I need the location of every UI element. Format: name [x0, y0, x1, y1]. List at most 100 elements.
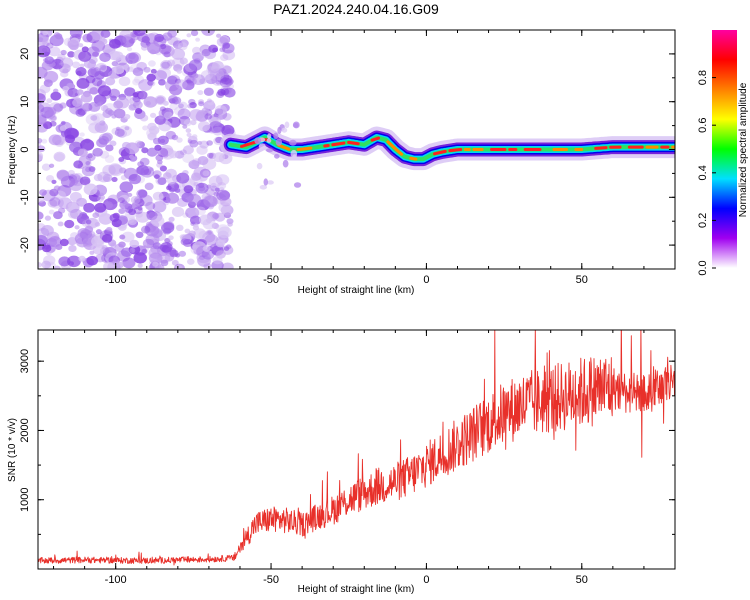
noise-speckle: [189, 102, 197, 109]
ridge-core-segment: [594, 146, 608, 150]
noise-speckle: [84, 225, 94, 233]
noise-speckle: [38, 145, 46, 153]
noise-speckle: [163, 221, 175, 231]
noise-speckle: [111, 61, 118, 67]
noise-speckle: [60, 49, 67, 56]
noise-speckle: [157, 177, 167, 185]
noise-speckle: [185, 128, 192, 133]
noise-speckle: [110, 95, 117, 102]
noise-speckle: [78, 43, 84, 48]
noise-speckle: [64, 127, 79, 140]
noise-speckle: [60, 57, 74, 69]
noise-speckle: [119, 181, 134, 193]
noise-speckle: [134, 75, 145, 84]
noise-speckle: [78, 50, 92, 62]
noise-speckle: [150, 68, 157, 74]
noise-speckle: [42, 244, 52, 253]
colorbar-tick-label: 0.4: [697, 165, 709, 180]
noise-speckle: [99, 64, 107, 71]
noise-speckle: [146, 73, 156, 82]
noise-speckle: [217, 182, 227, 190]
noise-speckle: [218, 68, 227, 75]
noise-speckle: [183, 119, 192, 127]
ridge-core-segment: [323, 143, 330, 148]
noise-speckle: [76, 89, 84, 95]
noise-speckle: [152, 242, 162, 250]
noise-speckle: [85, 219, 92, 225]
noise-speckle: [128, 244, 141, 255]
noise-speckle: [176, 69, 182, 74]
noise-speckle: [160, 259, 169, 267]
noise-speckle: [122, 34, 135, 45]
noise-speckle: [129, 247, 136, 253]
noise-speckle: [74, 225, 80, 230]
noise-speckle: [154, 115, 166, 125]
stray-blob: [256, 162, 263, 170]
noise-speckle: [86, 255, 99, 266]
y-tick-label: -10: [19, 189, 31, 205]
noise-speckle: [75, 108, 86, 117]
noise-speckle: [76, 70, 82, 76]
noise-speckle: [205, 229, 214, 237]
noise-speckle: [192, 74, 206, 86]
noise-speckle: [50, 91, 62, 101]
noise-speckle: [67, 202, 77, 210]
noise-speckle: [174, 263, 185, 269]
noise-speckle: [152, 261, 159, 267]
noise-speckle: [109, 213, 120, 222]
noise-speckle: [165, 192, 180, 204]
noise-speckle: [161, 61, 170, 69]
noise-speckle: [87, 61, 97, 70]
noise-speckle: [49, 120, 57, 127]
noise-speckle: [169, 84, 183, 96]
x-tick-label: -50: [263, 274, 279, 286]
noise-speckle: [168, 150, 179, 159]
noise-speckle: [222, 49, 236, 61]
snr-x-tick-label: 50: [576, 574, 588, 586]
noise-speckle: [38, 110, 43, 117]
noise-speckle: [123, 114, 131, 120]
noise-speckle: [97, 85, 112, 97]
noise-speckle: [189, 109, 204, 121]
noise-speckle: [201, 107, 210, 114]
x-tick-label: 0: [423, 274, 429, 286]
noise-speckle: [77, 148, 88, 157]
noise-speckle: [115, 97, 130, 109]
noise-speckle: [81, 46, 89, 53]
noise-speckle: [54, 265, 61, 269]
noise-speckle: [95, 35, 106, 45]
noise-speckle: [141, 45, 148, 51]
noise-speckle: [161, 107, 174, 118]
noise-speckle: [159, 43, 167, 50]
noise-speckle: [158, 114, 165, 120]
colorbar-tick-label: 0.8: [697, 70, 709, 85]
noise-speckle: [141, 248, 148, 254]
noise-speckle: [191, 158, 202, 167]
noise-speckle: [139, 157, 150, 166]
noise-speckle: [204, 234, 219, 246]
noise-speckle: [102, 132, 113, 142]
noise-speckle: [139, 114, 149, 122]
ridge-core-segment: [277, 143, 291, 151]
noise-speckle: [52, 134, 65, 146]
noise-speckle: [183, 185, 194, 194]
noise-speckle: [83, 202, 95, 213]
stray-blob: [266, 138, 272, 143]
ridge-core-segment: [347, 140, 360, 146]
ridge-core-segment: [386, 140, 404, 156]
noise-speckle: [67, 169, 75, 176]
stray-blob: [259, 184, 268, 190]
noise-speckle: [148, 125, 160, 135]
noise-speckle: [128, 99, 134, 104]
noise-speckle: [204, 113, 213, 120]
noise-speckle: [146, 147, 158, 157]
snr-frame: [37, 329, 676, 570]
noise-speckle: [183, 145, 194, 155]
noise-speckle: [182, 153, 195, 164]
noise-speckle: [171, 134, 179, 141]
noise-speckle: [136, 189, 148, 199]
noise-speckle: [163, 111, 173, 120]
noise-speckle: [222, 43, 235, 54]
noise-speckle: [137, 263, 143, 268]
